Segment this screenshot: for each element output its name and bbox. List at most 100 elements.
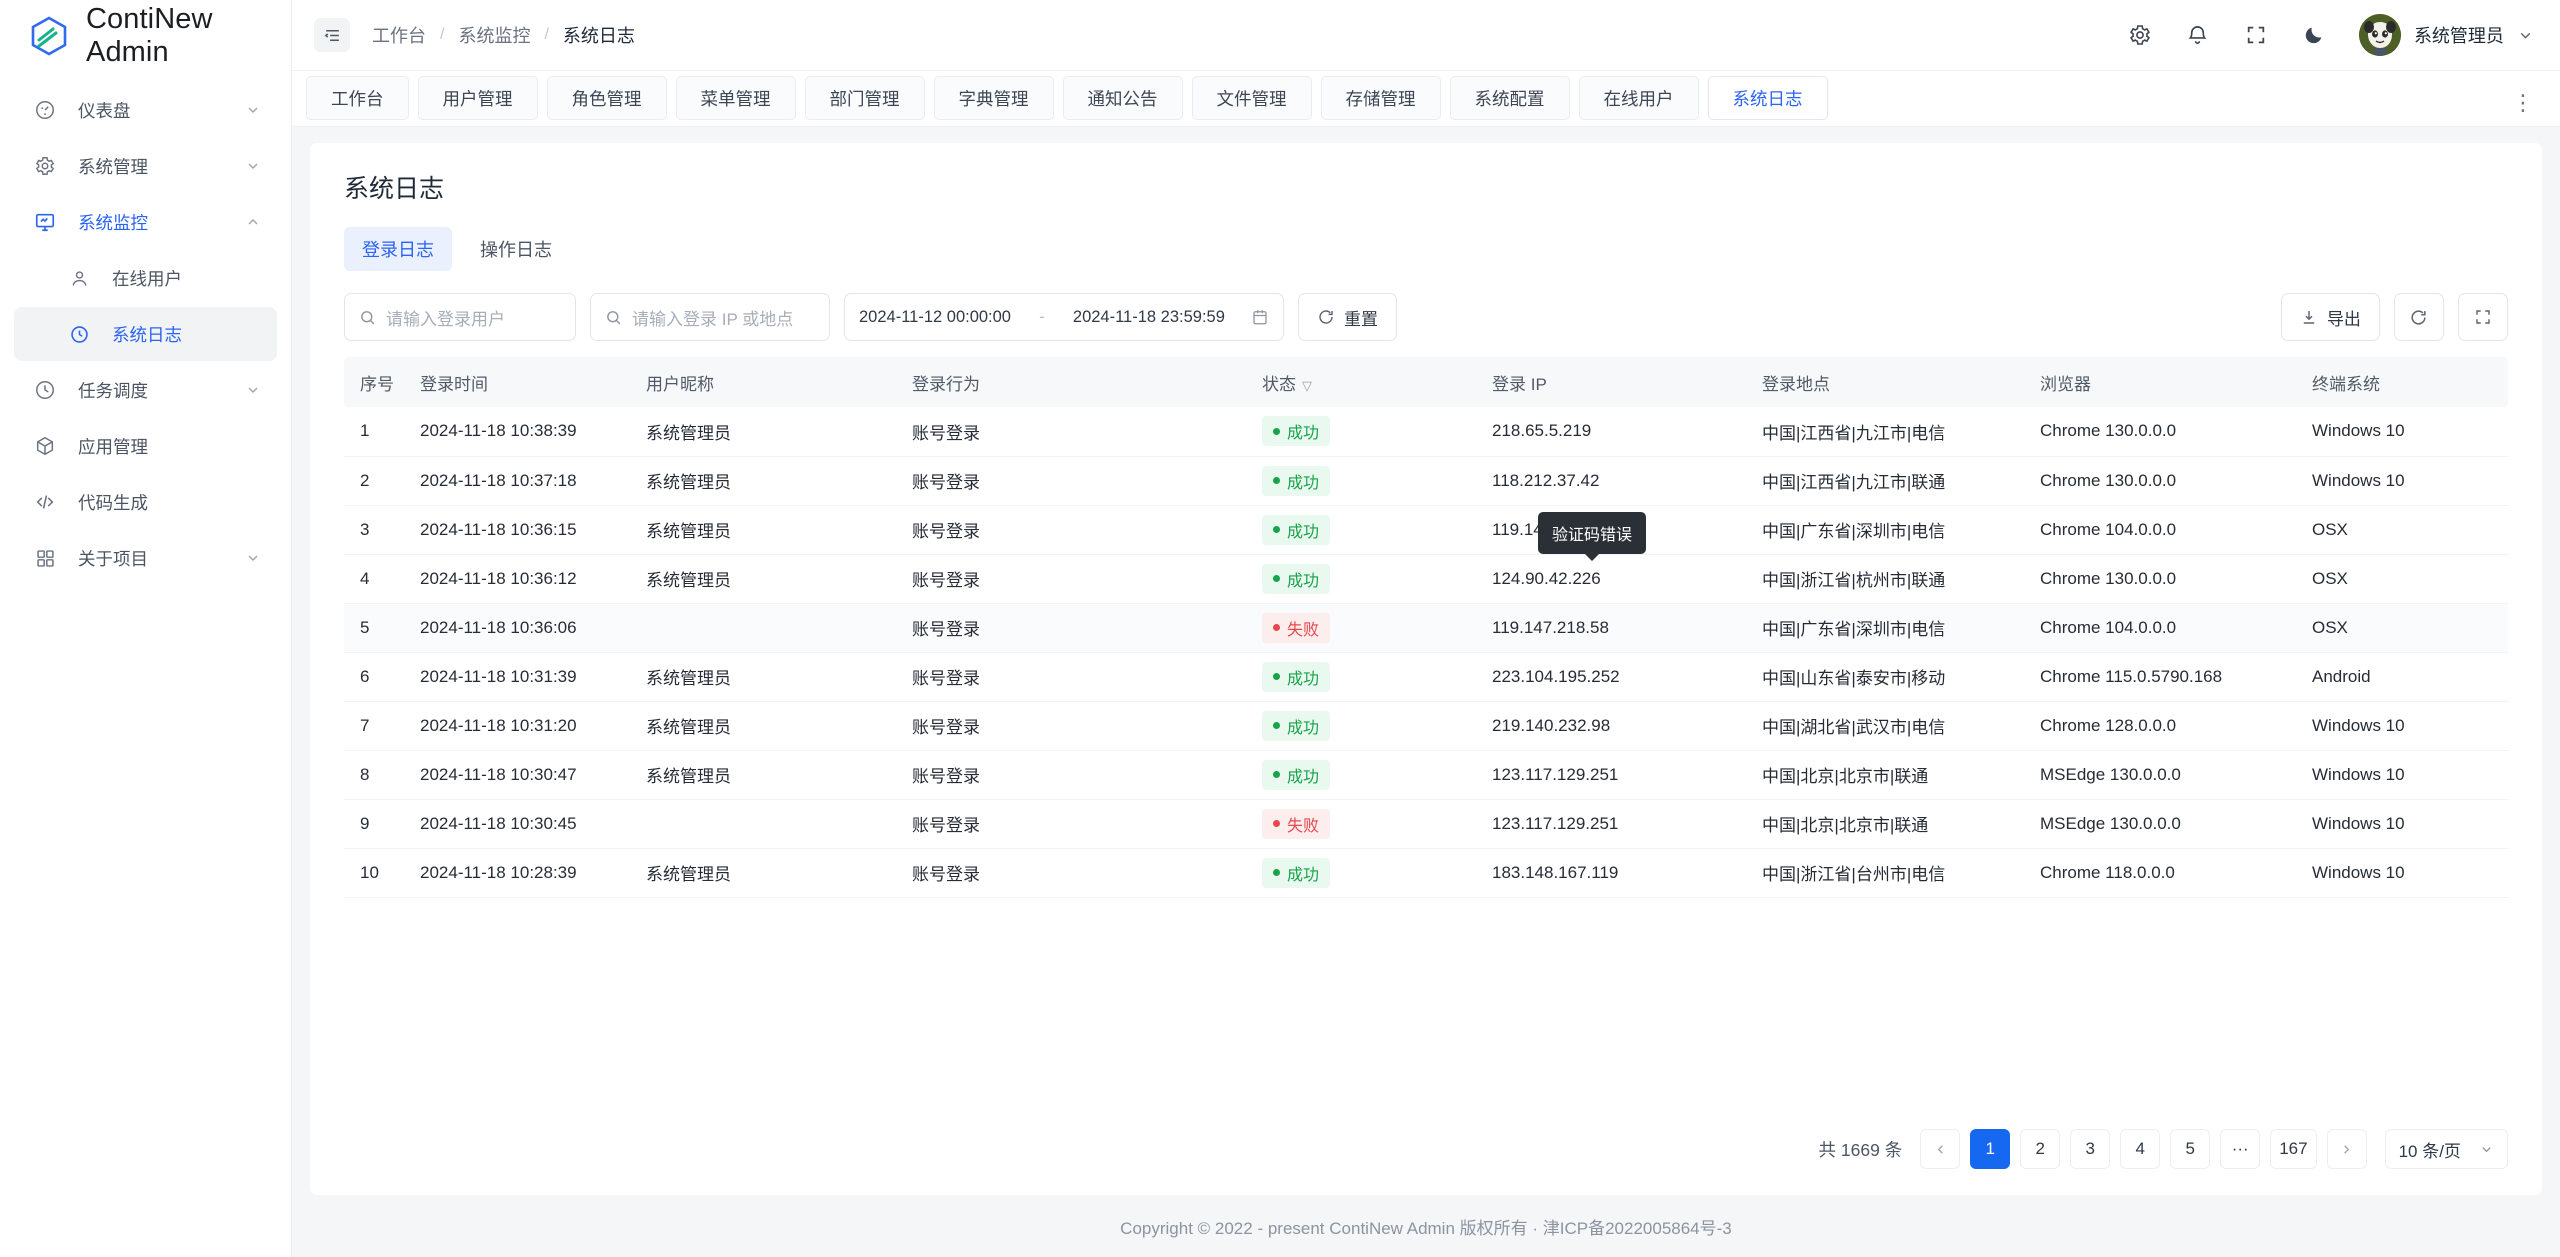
column-header-index: 序号	[344, 357, 408, 407]
column-header-login-time: 登录时间	[408, 357, 634, 407]
status-badge[interactable]: 失败	[1262, 808, 1331, 839]
row-login-time: 2024-11-18 10:36:15	[408, 505, 634, 555]
status-badge[interactable]: 成功	[1262, 465, 1331, 496]
status-label: 成功	[1287, 866, 1320, 884]
search-ip-input[interactable]: 请输入登录 IP 或地点	[590, 293, 830, 341]
user-menu[interactable]: 系统管理员	[2358, 14, 2534, 56]
sidebar-item-system-log[interactable]: 系统日志	[14, 307, 277, 361]
breadcrumb-item[interactable]: 工作台	[372, 26, 426, 46]
row-location: 中国|山东省|泰安市|移动	[1750, 652, 2028, 702]
row-index: 1	[344, 407, 408, 457]
tab-dict-management[interactable]: 字典管理	[933, 76, 1054, 120]
tab-role-management[interactable]: 角色管理	[546, 76, 667, 120]
status-badge[interactable]: 成功	[1262, 416, 1331, 447]
sidebar-item-task-schedule[interactable]: 任务调度	[14, 363, 277, 417]
table-row[interactable]: 5 2024-11-18 10:36:06 账号登录 失败 119.147.218.58…	[344, 603, 2508, 653]
export-label: 导出	[2326, 309, 2361, 329]
page-size-select[interactable]: 10 条/页	[2384, 1129, 2508, 1169]
tab-menu-management[interactable]: 菜单管理	[675, 76, 796, 120]
tab-list: 工作台 用户管理 角色管理 菜单管理 部门管理 字典管理 通知公告 文件管理 存…	[306, 71, 1828, 126]
bell-icon[interactable]	[2185, 22, 2211, 48]
pagination-next[interactable]	[2326, 1129, 2367, 1169]
column-header-action: 登录行为	[900, 357, 1250, 407]
pagination-page-last[interactable]: 167	[2270, 1129, 2317, 1169]
more-vertical-icon[interactable]: ⋮	[2511, 90, 2534, 115]
table-row[interactable]: 4 2024-11-18 10:36:12 系统管理员 账号登录 成功 124.90.42…	[344, 554, 2508, 604]
tab-storage-management[interactable]: 存储管理	[1320, 76, 1441, 120]
reset-button[interactable]: 重置	[1298, 293, 1397, 341]
table-row[interactable]: 2 2024-11-18 10:37:18 系统管理员 账号登录 成功 118.212.3…	[344, 456, 2508, 506]
gear-icon[interactable]	[2127, 22, 2153, 48]
row-location: 中国|江西省|九江市|联通	[1750, 456, 2028, 506]
status-badge[interactable]: 成功	[1262, 563, 1331, 594]
row-status: 成功	[1250, 652, 1480, 702]
row-index: 6	[344, 652, 408, 702]
sidebar-item-code-generate[interactable]: 代码生成	[14, 475, 277, 529]
tab-system-config[interactable]: 系统配置	[1449, 76, 1570, 120]
filter-icon[interactable]: ▽	[1302, 377, 1312, 393]
sidebar-item-system-management[interactable]: 系统管理	[14, 139, 277, 193]
table-row[interactable]: 10 2024-11-18 10:28:39 系统管理员 账号登录 成功 183.148.…	[344, 848, 2508, 898]
fullscreen-table-button[interactable]	[2457, 293, 2508, 341]
pagination-ellipsis[interactable]: ···	[2220, 1129, 2261, 1169]
avatar	[2358, 14, 2401, 56]
chevron-down-icon	[245, 550, 261, 566]
tab-online-users[interactable]: 在线用户	[1578, 76, 1699, 120]
table-row[interactable]: 7 2024-11-18 10:31:20 系统管理员 账号登录 成功 219.140.2…	[344, 701, 2508, 751]
row-status: 失败	[1250, 799, 1480, 849]
status-badge[interactable]: 成功	[1262, 759, 1331, 790]
table-row[interactable]: 8 2024-11-18 10:30:47 系统管理员 账号登录 成功 123.117.1…	[344, 750, 2508, 800]
tab-user-management[interactable]: 用户管理	[417, 76, 538, 120]
pagination-prev[interactable]	[1920, 1129, 1961, 1169]
brand[interactable]: ContiNew Admin	[0, 0, 291, 71]
pagination-page-4[interactable]: 4	[2120, 1129, 2161, 1169]
status-badge[interactable]: 失败	[1262, 612, 1331, 643]
tab-operation-log[interactable]: 操作日志	[462, 227, 570, 271]
status-badge[interactable]: 成功	[1262, 710, 1331, 741]
breadcrumb-item[interactable]: 系统监控	[458, 26, 531, 46]
status-dot-icon	[1273, 575, 1280, 582]
tab-notice[interactable]: 通知公告	[1062, 76, 1183, 120]
collapse-sidebar-icon[interactable]	[314, 18, 350, 52]
status-dot-icon	[1273, 526, 1280, 533]
pagination-page-2[interactable]: 2	[2020, 1129, 2061, 1169]
status-badge[interactable]: 成功	[1262, 857, 1331, 888]
pagination-page-5[interactable]: 5	[2170, 1129, 2211, 1169]
table-row[interactable]: 1 2024-11-18 10:38:39 系统管理员 账号登录 成功 218.65.5.…	[344, 407, 2508, 457]
row-location: 中国|浙江省|台州市|电信	[1750, 848, 2028, 898]
sidebar-item-system-monitor[interactable]: 系统监控	[14, 195, 277, 249]
row-login-time: 2024-11-18 10:37:18	[408, 456, 634, 506]
pagination-page-1[interactable]: 1	[1970, 1129, 2011, 1169]
export-button[interactable]: 导出	[2280, 293, 2380, 341]
row-login-time: 2024-11-18 10:28:39	[408, 848, 634, 898]
table-body: 1 2024-11-18 10:38:39 系统管理员 账号登录 成功 218.65.5.…	[344, 407, 2508, 898]
date-range-picker[interactable]: 2024-11-12 00:00:00 - 2024-11-18 23:59:5…	[844, 293, 1284, 341]
pagination-page-3[interactable]: 3	[2070, 1129, 2111, 1169]
tab-login-log[interactable]: 登录日志	[344, 227, 452, 271]
refresh-table-button[interactable]	[2393, 293, 2444, 341]
tab-workbench[interactable]: 工作台	[306, 76, 409, 120]
column-header-nickname: 用户昵称	[634, 357, 900, 407]
sidebar-item-app-management[interactable]: 应用管理	[14, 419, 277, 473]
calendar-icon[interactable]	[1251, 308, 1269, 326]
tab-dept-management[interactable]: 部门管理	[804, 76, 925, 120]
tab-system-log[interactable]: 系统日志	[1707, 76, 1828, 120]
status-badge[interactable]: 成功	[1262, 514, 1331, 545]
row-login-time: 2024-11-18 10:30:47	[408, 750, 634, 800]
table-row[interactable]: 9 2024-11-18 10:30:45 账号登录 失败 123.117.129.25…	[344, 799, 2508, 849]
tab-label: 系统日志	[1732, 88, 1803, 109]
table-row[interactable]: 6 2024-11-18 10:31:39 系统管理员 账号登录 成功 223.104.1…	[344, 652, 2508, 702]
fullscreen-icon[interactable]	[2243, 22, 2269, 48]
row-nickname: 系统管理员	[634, 456, 900, 506]
search-user-input[interactable]: 请输入登录用户	[344, 293, 576, 341]
row-os: OSX	[2300, 603, 2508, 653]
sidebar-item-about-project[interactable]: 关于项目	[14, 531, 277, 585]
sidebar-item-dashboard[interactable]: 仪表盘	[14, 83, 277, 137]
tab-file-management[interactable]: 文件管理	[1191, 76, 1312, 120]
status-badge[interactable]: 成功	[1262, 661, 1331, 692]
status-dot-icon	[1273, 477, 1280, 484]
moon-icon[interactable]	[2301, 22, 2327, 48]
sidebar-item-online-users[interactable]: 在线用户	[14, 251, 277, 305]
